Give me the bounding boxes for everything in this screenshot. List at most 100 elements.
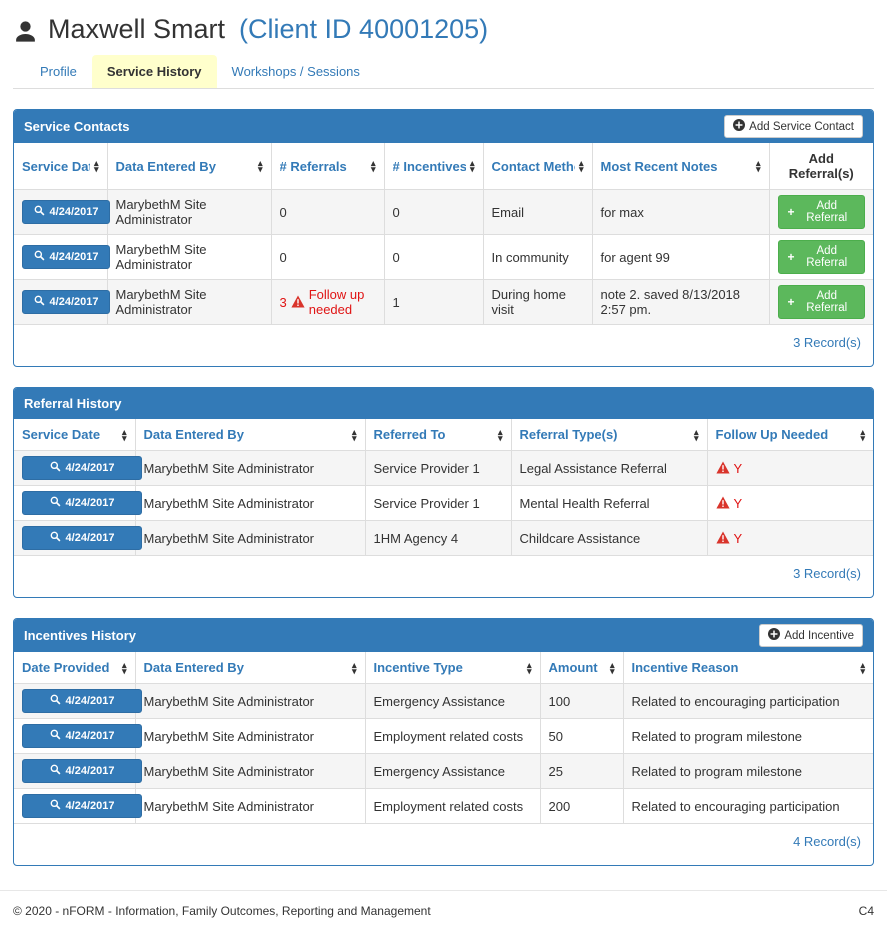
add-referral-button[interactable]: + Add Referral: [777, 240, 865, 274]
column-header-referral-types[interactable]: Referral Type(s) ▴ ▾: [511, 419, 708, 451]
tab-profile[interactable]: Profile: [25, 55, 92, 88]
warning-icon: [715, 531, 730, 546]
incentive-reason-cell: Related to program milestone: [623, 718, 873, 754]
incentive-row: 4/24/2017 MarybethM Site Administrator E…: [14, 753, 873, 789]
referral-row: 4/24/2017 MarybethM Site Administrator S…: [14, 485, 873, 521]
entered-by-cell: MarybethM Site Administrator: [135, 520, 366, 556]
view-service-contact-button[interactable]: 4/24/2017: [22, 200, 110, 224]
column-header-data-entered-by[interactable]: Data Entered By ▴ ▾: [107, 143, 272, 190]
column-header-contact-method[interactable]: Contact Method▴▾: [483, 143, 593, 190]
warning-icon: [715, 461, 730, 476]
view-service-contact-button[interactable]: 4/24/2017: [22, 245, 110, 269]
incentive-reason-cell: Related to encouraging participation: [623, 788, 873, 824]
column-label: Incentive Type: [373, 660, 463, 675]
follow-up-needed-label: Follow up needed: [308, 287, 365, 317]
entered-by-cell: MarybethM Site Administrator: [107, 189, 272, 235]
column-header-date-provided[interactable]: Date Provided ▴ ▾: [14, 652, 136, 684]
column-header-incentive-reason[interactable]: Incentive Reason ▴ ▾: [623, 652, 873, 684]
column-header-incentive-type[interactable]: Incentive Type ▴ ▾: [365, 652, 541, 684]
column-header-data-entered-by[interactable]: Data Entered By ▴ ▾: [135, 419, 366, 451]
add-service-contact-button[interactable]: Add Service Contact: [724, 115, 863, 138]
column-header-most-recent-notes[interactable]: Most Recent Notes ▴ ▾: [592, 143, 770, 190]
column-label: Incentive Reason: [631, 660, 739, 675]
add-incentive-button[interactable]: Add Incentive: [759, 624, 863, 647]
entered-by-cell: MarybethM Site Administrator: [135, 753, 366, 789]
column-label: Service Date: [22, 158, 90, 174]
referred-to-cell: Service Provider 1: [365, 485, 512, 521]
sort-icon: ▴ ▾: [526, 659, 532, 676]
plus-icon: +: [787, 205, 795, 219]
date-provided-cell: 4/24/2017: [14, 788, 142, 824]
column-header-referred-to[interactable]: Referred To ▴ ▾: [365, 419, 512, 451]
search-icon: [50, 764, 61, 778]
add-referral-cell: + Add Referral: [769, 189, 873, 235]
view-incentive-button[interactable]: 4/24/2017: [22, 689, 142, 713]
view-incentive-button[interactable]: 4/24/2017: [22, 724, 142, 748]
view-referral-button[interactable]: 4/24/2017: [22, 526, 142, 550]
view-service-contact-button[interactable]: 4/24/2017: [22, 290, 110, 314]
add-referral-cell: + Add Referral: [769, 279, 873, 325]
date-provided-cell: 4/24/2017: [14, 753, 142, 789]
tab-service-history[interactable]: Service History: [91, 55, 217, 88]
referrals-count-value: 3: [279, 294, 287, 310]
referral-history-table: Service Date ▴ ▾ Data Entered By ▴ ▾ Referre…: [14, 419, 873, 556]
date-provided-value: 4/24/2017: [65, 730, 115, 742]
column-header-num-incentives[interactable]: # Incentives ▴ ▾: [384, 143, 484, 190]
column-header-service-date[interactable]: Service Date ▴▾: [14, 419, 136, 451]
service-contact-row: 4/24/2017 MarybethM Site Administrator 3…: [14, 279, 873, 325]
search-icon: [50, 799, 61, 813]
incentive-type-cell: Employment related costs: [365, 718, 541, 754]
amount-cell: 200: [540, 788, 624, 824]
tab-bar: Profile Service History Workshops / Sess…: [13, 55, 874, 89]
search-icon: [50, 461, 61, 475]
sort-icon: ▴ ▾: [693, 426, 699, 443]
sort-icon: ▴ ▾: [370, 158, 376, 174]
incentive-type-cell: Emergency Assistance: [365, 683, 541, 719]
service-date-cell: 4/24/2017: [14, 485, 142, 521]
sort-icon: ▴ ▾: [351, 659, 357, 676]
add-referral-cell: + Add Referral: [769, 234, 873, 280]
service-contacts-title: Service Contacts: [24, 119, 130, 134]
view-incentive-button[interactable]: 4/24/2017: [22, 794, 142, 818]
add-referral-button[interactable]: + Add Referral: [777, 285, 865, 319]
column-header-amount[interactable]: Amount ▴ ▾: [540, 652, 624, 684]
column-header-num-referrals[interactable]: # Referrals ▴ ▾: [271, 143, 385, 190]
notes-cell: for max: [592, 189, 770, 235]
referral-row: 4/24/2017 MarybethM Site Administrator S…: [14, 450, 873, 486]
entered-by-cell: MarybethM Site Administrator: [107, 279, 272, 325]
follow-up-cell: Y: [707, 450, 873, 486]
view-incentive-button[interactable]: 4/24/2017: [22, 759, 142, 783]
column-header-follow-up-needed[interactable]: Follow Up Needed ▴ ▾: [707, 419, 873, 451]
client-header: Maxwell Smart (Client ID 40001205): [13, 14, 874, 45]
add-referral-label: Add Referral: [806, 290, 848, 314]
referral-type-cell: Mental Health Referral: [511, 485, 708, 521]
column-header-data-entered-by[interactable]: Data Entered By ▴ ▾: [135, 652, 366, 684]
column-label: Date Provided: [22, 660, 110, 675]
date-provided-value: 4/24/2017: [65, 800, 115, 812]
search-icon: [34, 205, 45, 219]
service-date-value: 4/24/2017: [65, 497, 115, 509]
sort-icon: ▴ ▾: [609, 659, 615, 676]
referral-type-cell: Legal Assistance Referral: [511, 450, 708, 486]
record-count: 4 Record(s): [793, 834, 861, 849]
column-header-service-date[interactable]: Service Date▴▾: [14, 143, 108, 190]
date-provided-cell: 4/24/2017: [14, 683, 142, 719]
service-date-value: 4/24/2017: [65, 532, 115, 544]
column-label: Service Date: [22, 427, 101, 442]
column-label: Add Referral(s): [788, 151, 854, 181]
warning-icon: [715, 496, 730, 511]
tab-workshops-sessions[interactable]: Workshops / Sessions: [217, 55, 375, 88]
column-label: Data Entered By: [143, 427, 244, 442]
column-label: Follow Up Needed: [715, 427, 829, 442]
sort-icon: ▴ ▾: [121, 426, 127, 443]
incentives-count-cell: 0: [384, 234, 484, 280]
service-contact-row: 4/24/2017 MarybethM Site Administrator 0…: [14, 189, 873, 235]
column-label: # Incentives: [392, 158, 466, 174]
view-referral-button[interactable]: 4/24/2017: [22, 456, 142, 480]
plus-icon: +: [787, 295, 795, 309]
incentive-row: 4/24/2017 MarybethM Site Administrator E…: [14, 683, 873, 719]
add-referral-button[interactable]: + Add Referral: [777, 195, 865, 229]
amount-cell: 25: [540, 753, 624, 789]
search-icon: [50, 729, 61, 743]
view-referral-button[interactable]: 4/24/2017: [22, 491, 142, 515]
